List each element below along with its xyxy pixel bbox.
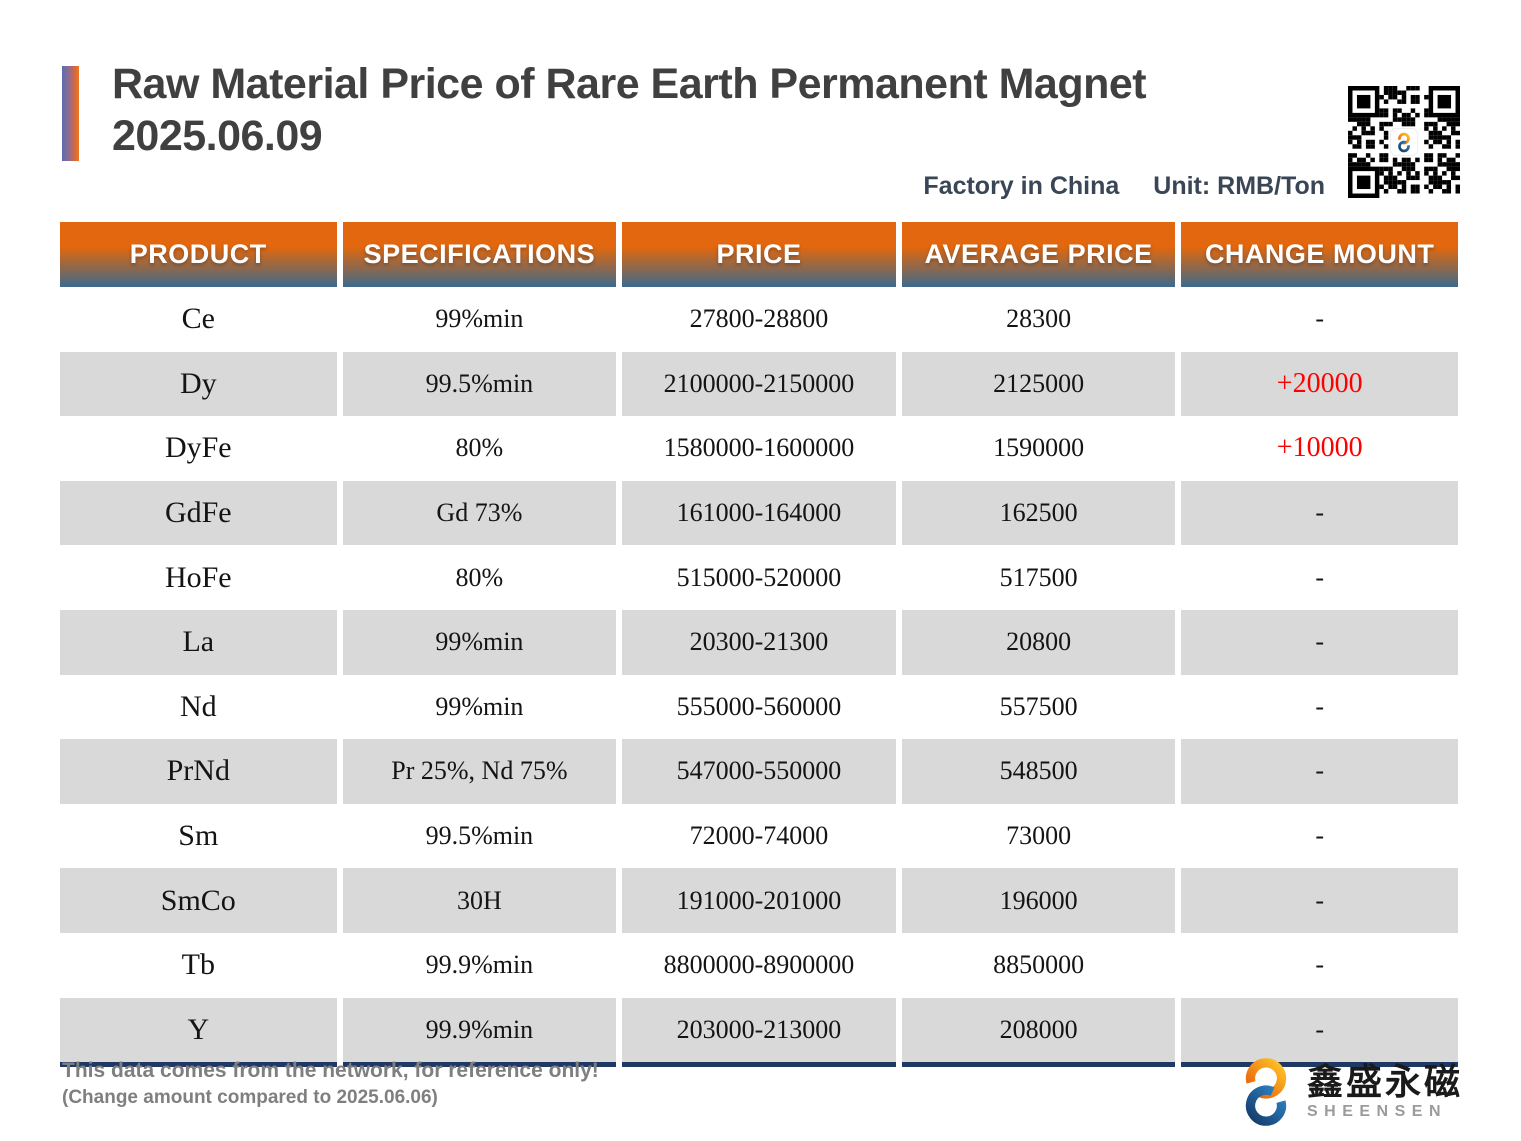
cell-change: +20000 (1175, 351, 1458, 417)
cell-change: - (1175, 609, 1458, 675)
cell-change: - (1175, 545, 1458, 610)
cell-product: Nd (179, 689, 217, 723)
cell-spec: Pr 25%, Nd 75% (336, 739, 620, 804)
cell-change: - (1175, 932, 1458, 998)
cell-avg: 1590000 (895, 416, 1179, 481)
table-row: GdFe Gd 73% 161000-164000 162500- (60, 480, 1458, 546)
title-accent-bar (62, 66, 79, 161)
column-header-average-price: AVERAGE PRICE (895, 222, 1179, 287)
cell-price: 72000-74000 (616, 803, 899, 869)
cell-change: - (1175, 287, 1458, 352)
cell-product: La (60, 609, 340, 675)
cell-avg: 73000 (895, 803, 1179, 869)
title-line2: 2025.06.09 (112, 112, 323, 160)
cell-spec: 99%min (336, 674, 620, 740)
cell-change: - (1175, 480, 1458, 546)
cell-change: - (1175, 997, 1458, 1065)
title-line1: Raw Material Price of Rare Earth Permane… (112, 60, 1147, 108)
table-header: PRODUCT SPECIFICATIONS PRICE AVERAGE PRICE C… (60, 222, 1458, 287)
cell-product: Tb (181, 948, 215, 982)
cell-avg: 548500 (895, 739, 1179, 804)
cell-product: PrNd (60, 739, 340, 804)
cell-product: DyFe (164, 431, 232, 465)
factory-label: Factory in China (923, 172, 1120, 200)
cell-price: 191000-201000 (616, 868, 899, 933)
cell-avg: 162500 (895, 480, 1179, 546)
column-header-product: PRODUCT (60, 222, 340, 287)
table-body: Ce 99%min 27800-28800 28300- Dy 99.5%min 21000… (60, 287, 1458, 1065)
disclaimer-note: This data comes from the network, for re… (62, 1059, 599, 1082)
qr-code (1348, 86, 1460, 198)
cell-avg: 208000 (895, 997, 1179, 1065)
change-basis-note: (Change amount compared to 2025.06.06) (62, 1087, 438, 1108)
brand-name-en: SHEENSEN (1306, 1103, 1448, 1120)
cell-spec: 99%min (336, 287, 620, 352)
cell-price: 2100000-2150000 (616, 351, 899, 417)
cell-change: - (1175, 674, 1458, 740)
cell-product: Ce (181, 302, 215, 336)
table-subtitle: Factory in China Unit: RMB/Ton (923, 172, 1325, 201)
cell-product: HoFe (164, 560, 232, 594)
table-row: Dy 99.5%min 2100000-2150000 2125000 +20000 (60, 351, 1458, 417)
unit-label: Unit: RMB/Ton (1153, 172, 1325, 200)
cell-spec: 30H (336, 868, 620, 933)
table-row: Sm 99.5%min 72000-74000 73000- (60, 803, 1458, 869)
cell-avg: 28300 (895, 287, 1179, 352)
table-row: DyFe 80% 1580000-1600000 1590000 +10000 (60, 416, 1458, 481)
cell-avg: 2125000 (895, 351, 1179, 417)
cell-spec: 99.5%min (336, 351, 620, 417)
table-header-row: PRODUCT SPECIFICATIONS PRICE AVERAGE PRICE C… (60, 222, 1458, 287)
cell-change: - (1175, 803, 1458, 869)
cell-spec: Gd 73% (336, 480, 620, 546)
table-row: HoFe 80% 515000-520000 517500- (60, 545, 1458, 610)
column-header-price: PRICE (616, 222, 899, 287)
brand-logo: 鑫盛永磁 SHEENSEN (1235, 1056, 1463, 1128)
cell-price: 161000-164000 (616, 480, 899, 546)
brand-name-cn: 鑫盛永磁 (1306, 1061, 1463, 1102)
cell-product: Y (60, 997, 340, 1065)
cell-price: 8800000-8900000 (616, 932, 899, 998)
cell-change: +10000 (1175, 416, 1458, 481)
cell-spec: 99%min (336, 609, 620, 675)
cell-spec: 99.5%min (336, 803, 620, 869)
table-row: Y 99.9%min 203000-213000 208000- (60, 997, 1458, 1065)
table-row: Nd 99%min 555000-560000 557500- (60, 674, 1458, 740)
cell-spec: 80% (336, 545, 620, 610)
table-row: La 99%min 20300-21300 20800- (60, 609, 1458, 675)
cell-product: GdFe (60, 480, 340, 546)
cell-product: SmCo (60, 868, 340, 933)
page-title: Raw Material Price of Rare Earth Permane… (112, 58, 1147, 162)
table-row: PrNd Pr 25%, Nd 75% 547000-550000 548500- (60, 739, 1458, 804)
cell-avg: 517500 (895, 545, 1179, 610)
qr-pattern (1348, 86, 1460, 198)
cell-product: Dy (60, 351, 340, 417)
cell-spec: 99.9%min (336, 932, 620, 998)
cell-price: 20300-21300 (616, 609, 899, 675)
cell-avg: 20800 (895, 609, 1179, 675)
sheensen-logo-icon (1245, 1058, 1287, 1126)
cell-avg: 196000 (895, 868, 1179, 933)
qr-center-logo-icon (1391, 129, 1417, 155)
footer-notes: This data comes from the network, for re… (62, 1058, 599, 1110)
cell-avg: 557500 (895, 674, 1179, 740)
column-header-change-mount: CHANGE MOUNT (1175, 222, 1458, 287)
cell-change: - (1175, 868, 1458, 933)
column-header-specifications: SPECIFICATIONS (336, 222, 620, 287)
cell-price: 555000-560000 (616, 674, 899, 740)
cell-spec: 99.9%min (336, 997, 620, 1065)
table-row: Ce 99%min 27800-28800 28300- (60, 287, 1458, 352)
cell-price: 547000-550000 (616, 739, 899, 804)
cell-product: Sm (178, 819, 219, 853)
cell-avg: 8850000 (895, 932, 1179, 998)
cell-price: 1580000-1600000 (616, 416, 899, 481)
cell-spec: 80% (336, 416, 620, 481)
table-row: Tb 99.9%min 8800000-8900000 8850000- (60, 932, 1458, 998)
price-table: PRODUCT SPECIFICATIONS PRICE AVERAGE PRICE C… (60, 222, 1458, 1068)
cell-price: 203000-213000 (616, 997, 899, 1065)
cell-price: 515000-520000 (616, 545, 899, 610)
table-row: SmCo 30H 191000-201000 196000- (60, 868, 1458, 933)
cell-price: 27800-28800 (616, 287, 899, 352)
cell-change: - (1175, 739, 1458, 804)
